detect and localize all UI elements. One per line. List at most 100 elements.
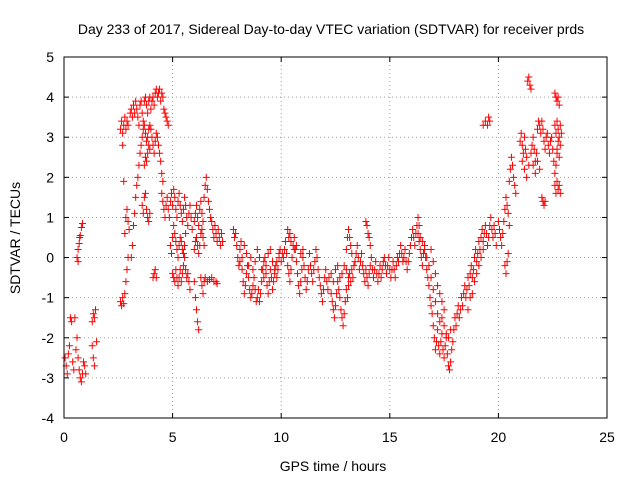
data-point [323, 278, 331, 286]
data-point [309, 278, 317, 286]
data-point [197, 229, 205, 237]
data-point [341, 298, 349, 306]
data-point [509, 161, 517, 169]
data-point [194, 213, 202, 221]
data-point [123, 266, 131, 274]
data-point [468, 274, 476, 282]
data-point [295, 282, 303, 290]
data-point [516, 137, 524, 145]
data-point [401, 246, 409, 254]
data-point [527, 85, 535, 93]
data-point [123, 205, 131, 213]
data-point [245, 262, 253, 270]
data-point [119, 129, 127, 137]
data-point [500, 217, 508, 225]
data-point [174, 282, 182, 290]
data-point [345, 274, 353, 282]
data-point [284, 225, 292, 233]
data-point [171, 229, 179, 237]
data-point [124, 121, 132, 129]
data-point [171, 193, 179, 201]
data-point [133, 181, 141, 189]
data-point [529, 161, 537, 169]
data-point [556, 121, 564, 129]
data-point [247, 294, 255, 302]
data-point [484, 121, 492, 129]
data-point [316, 282, 324, 290]
data-point [325, 274, 333, 282]
data-point [495, 225, 503, 233]
data-point [119, 294, 127, 302]
y-tick-label: 5 [46, 49, 54, 65]
data-point [285, 234, 293, 241]
data-point [263, 282, 271, 290]
data-point [204, 197, 212, 205]
data-point [280, 246, 288, 254]
data-point [77, 223, 85, 231]
data-point [330, 314, 338, 322]
data-point [247, 254, 255, 262]
data-point [464, 306, 472, 314]
data-point [165, 213, 173, 221]
data-point [474, 250, 482, 258]
data-point [139, 209, 147, 217]
data-point [332, 266, 339, 274]
y-tick-label: -2 [42, 330, 55, 346]
data-point [446, 366, 454, 374]
data-point [130, 101, 138, 109]
data-point [340, 262, 348, 270]
data-point [240, 290, 248, 298]
data-point [391, 274, 399, 282]
data-point [164, 121, 172, 129]
data-point [219, 238, 227, 246]
data-point [528, 141, 536, 149]
data-point [183, 274, 191, 282]
data-point [90, 362, 98, 370]
data-point [146, 145, 154, 153]
data-point [340, 310, 348, 318]
data-point [130, 221, 138, 229]
data-point [177, 209, 185, 217]
data-point [147, 105, 155, 113]
data-point [473, 258, 481, 266]
data-point [237, 238, 245, 246]
data-point [208, 217, 216, 225]
data-point [248, 290, 256, 298]
data-point [122, 125, 130, 133]
data-point [347, 242, 355, 250]
data-point [192, 306, 200, 314]
data-point [181, 254, 189, 262]
data-point [363, 221, 371, 229]
data-point [232, 229, 240, 237]
data-point [552, 161, 560, 169]
data-point [201, 181, 209, 189]
data-point [176, 234, 184, 241]
data-point [520, 133, 528, 141]
data-point [418, 238, 426, 246]
data-point [531, 169, 539, 177]
data-point [153, 133, 161, 141]
data-point [186, 201, 194, 209]
data-point [553, 97, 561, 105]
data-point [314, 266, 322, 274]
data-point [299, 254, 307, 262]
data-point [502, 270, 510, 278]
data-point [160, 105, 168, 113]
data-point [346, 234, 354, 241]
data-point [329, 278, 337, 286]
data-point [308, 270, 316, 278]
data-point [479, 246, 487, 254]
data-point [198, 209, 206, 217]
data-point [336, 294, 344, 302]
data-point [489, 234, 497, 241]
data-point [318, 298, 326, 306]
data-point [73, 334, 81, 342]
data-point [497, 234, 505, 241]
data-point [456, 306, 464, 314]
data-point [555, 101, 563, 109]
data-point [390, 266, 398, 274]
data-point [287, 238, 295, 246]
data-point [322, 266, 330, 274]
data-point [174, 254, 182, 262]
x-tick-label: 15 [382, 429, 398, 445]
